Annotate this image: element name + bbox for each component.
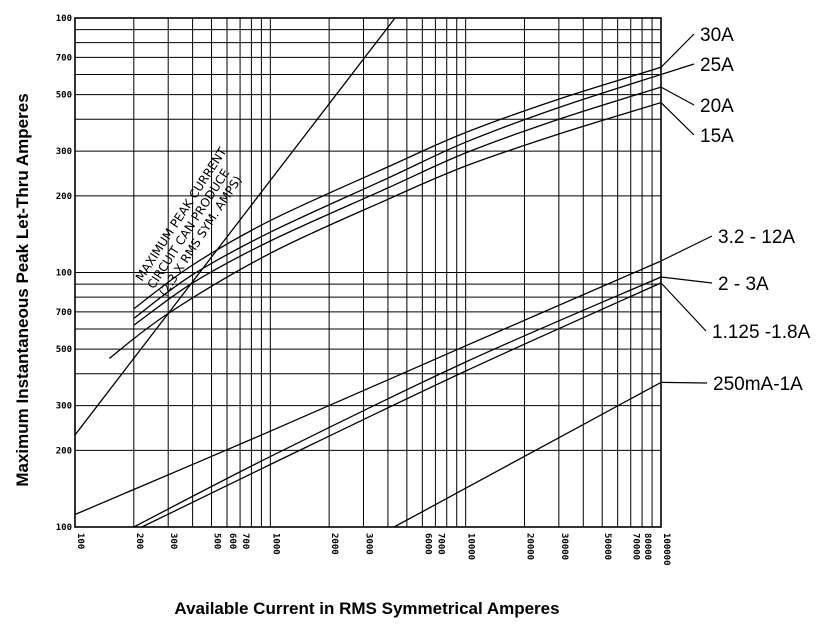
plot-frame [74,17,662,528]
x-tick-label: 70000 [631,533,641,560]
series-line-6 [141,282,661,527]
max-peak-reference-line [75,18,396,436]
series-leader-0 [660,33,695,68]
x-tick-label: 100000 [661,533,671,566]
y-tick-label: 700 [56,53,72,63]
series-label-5: 2 - 3A [718,274,769,295]
series-line-1 [133,73,661,319]
series-leader-7 [660,381,708,384]
series-leader-6 [660,282,707,332]
series-label-6: 1.125 -1.8A [712,322,811,343]
series-line-4 [75,260,661,516]
x-tick-label: 600 [227,533,237,549]
series-leader-4 [660,235,713,262]
series-label-3: 15A [700,126,734,147]
x-tick-label: 200 [134,533,144,549]
series-leader-lines [660,33,713,384]
x-tick-label: 1000 [270,533,280,555]
y-tick-labels: 100 200 300 500 700 100 200 300 500 700 100 [56,14,72,533]
y-tick-label: 100 [56,269,72,279]
series-leader-5 [660,276,713,284]
series-line-0 [133,66,661,310]
series-label-2: 20A [700,96,734,117]
x-tick-label: 6000 [422,533,432,555]
grid [74,17,662,528]
x-tick-label: 20000 [525,533,535,560]
series-curves [75,66,661,527]
series-line-5 [133,276,661,527]
series-label-1: 25A [700,55,734,76]
y-tick-label: 500 [56,345,72,355]
x-tick-labels: 100 200 300 500 600 700 1000 2000 3000 6000 7000 10… [75,533,671,566]
x-tick-label: 10000 [466,533,476,560]
x-tick-label: 30000 [559,533,569,560]
x-tick-label: 7000 [435,533,445,555]
x-axis-title: Available Current in RMS Symmetrical Amp… [174,599,559,618]
x-tick-label: 80000 [642,533,652,560]
y-tick-label: 100 [56,14,72,24]
series-leader-1 [660,63,695,76]
y-tick-label: 300 [56,147,72,157]
y-axis-title: Maximum Instantaneous Peak Let-Thru Ampe… [13,93,32,486]
y-tick-label: 300 [56,402,72,412]
x-tick-label: 100 [75,533,85,549]
series-leader-2 [660,86,695,106]
x-tick-label: 700 [240,533,250,549]
series-label-0: 30A [700,25,734,46]
x-tick-label: 2000 [329,533,339,555]
series-line-2 [133,86,661,326]
y-tick-label: 200 [56,192,72,202]
series-leader-3 [660,102,695,136]
series-line-7 [393,381,661,527]
y-tick-label: 200 [56,446,72,456]
x-tick-label: 3000 [364,533,374,555]
x-tick-label: 50000 [602,533,612,560]
x-tick-label: 500 [212,533,222,549]
series-label-4: 3.2 - 12A [718,227,795,248]
y-tick-label: 100 [56,523,72,533]
reference-line-group [75,18,396,436]
series-label-7: 250mA-1A [713,374,803,395]
series-line-3 [109,101,661,359]
series-labels: 30A 25A 20A 15A 3.2 - 12A 2 - 3A 1.125 -1.8A 25… [700,25,811,395]
y-tick-label: 500 [56,91,72,101]
y-tick-label: 700 [56,308,72,318]
x-tick-label: 300 [168,533,178,549]
